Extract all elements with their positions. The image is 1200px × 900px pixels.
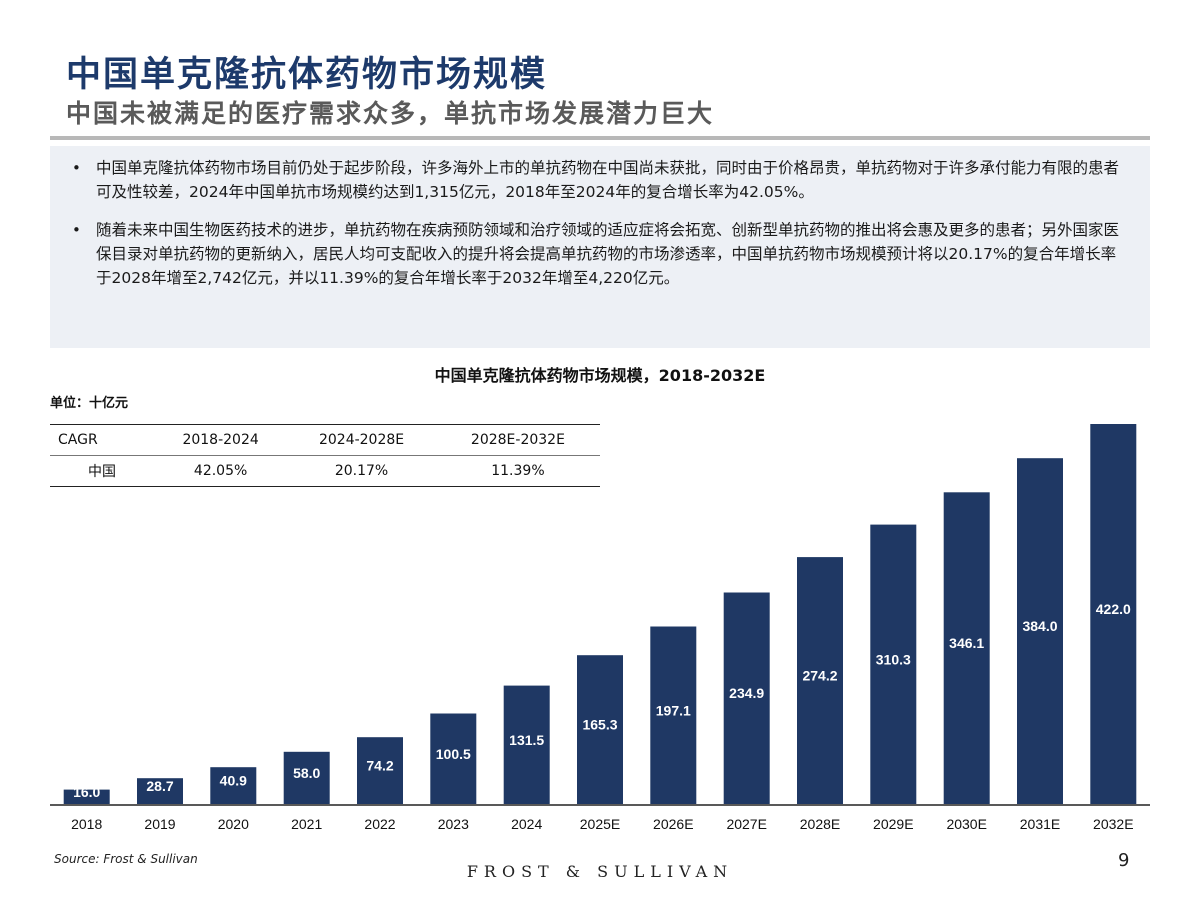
x-tick-label: 2028E xyxy=(800,816,840,832)
x-tick-label: 2029E xyxy=(873,816,913,832)
cagr-cell: 11.39% xyxy=(435,455,600,487)
bar xyxy=(210,767,257,804)
x-tick-label: 2024 xyxy=(511,816,542,832)
bar-value-label: 165.3 xyxy=(582,717,617,733)
bar xyxy=(137,778,183,804)
page-number: 9 xyxy=(1118,850,1130,871)
bar xyxy=(943,492,990,804)
bar xyxy=(63,789,110,804)
bar-value-label: 100.5 xyxy=(436,746,471,762)
bar xyxy=(797,557,843,804)
cagr-cell: 中国 xyxy=(50,455,154,487)
bar-value-label: 384.0 xyxy=(1022,618,1057,634)
bullet-symbol: • xyxy=(72,159,81,177)
x-tick-label: 2022 xyxy=(364,816,395,832)
bar-value-label: 274.2 xyxy=(802,668,837,684)
x-tick-label: 2027E xyxy=(726,816,766,832)
x-tick-label: 2026E xyxy=(653,816,693,832)
bar-value-label: 197.1 xyxy=(656,702,691,718)
bullet-item: • 随着未来中国生物医药技术的进步，单抗药物在疾病预防领域和治疗领域的适应症将会… xyxy=(72,218,1130,290)
bar xyxy=(357,737,403,804)
chart-title: 中国单克隆抗体药物市场规模，2018-2032E xyxy=(434,366,766,385)
page-subtitle: 中国未被满足的医疗需求众多，单抗市场发展潜力巨大 xyxy=(66,99,715,128)
bullet-item: • 中国单克隆抗体药物市场目前仍处于起步阶段，许多海外上市的单抗药物在中国尚未获… xyxy=(72,156,1130,204)
x-tick-label: 2018 xyxy=(71,816,102,832)
unit-label: 单位：十亿元 xyxy=(50,396,129,411)
bar-value-label: 16.0 xyxy=(73,784,100,800)
bar xyxy=(1017,458,1063,804)
frost-sullivan-logo: FROST & SULLIVAN xyxy=(466,862,734,881)
bar-value-label: 310.3 xyxy=(876,651,911,667)
bar-value-label: 40.9 xyxy=(220,773,247,789)
bar-value-label: 422.0 xyxy=(1096,601,1131,617)
bar-value-label: 346.1 xyxy=(949,635,984,651)
summary-box: • 中国单克隆抗体药物市场目前仍处于起步阶段，许多海外上市的单抗药物在中国尚未获… xyxy=(50,146,1150,348)
bar xyxy=(650,626,697,804)
bar xyxy=(723,592,770,804)
cagr-cell: 20.17% xyxy=(287,455,436,487)
x-tick-label: 2030E xyxy=(946,816,986,832)
x-tick-label: 2032E xyxy=(1093,816,1133,832)
bar-value-label: 131.5 xyxy=(509,732,544,748)
bar xyxy=(1090,424,1137,804)
title-divider xyxy=(50,136,1150,140)
source-note: Source: Frost & Sullivan xyxy=(54,852,198,866)
bullet-text: 中国单克隆抗体药物市场目前仍处于起步阶段，许多海外上市的单抗药物在中国尚未获批，… xyxy=(96,159,1120,201)
cagr-header-cell: 2024-2028E xyxy=(287,424,436,456)
x-tick-label: 2025E xyxy=(580,816,620,832)
bar xyxy=(430,713,477,804)
bar xyxy=(870,524,917,804)
bar-value-label: 58.0 xyxy=(293,765,320,781)
cagr-data-row: 中国 42.05% 20.17% 11.39% xyxy=(50,455,600,487)
bar-value-label: 28.7 xyxy=(146,778,173,794)
bar xyxy=(283,751,330,804)
page-title: 中国单克隆抗体药物市场规模 xyxy=(66,55,548,95)
bar-value-label: 74.2 xyxy=(366,758,393,774)
bullet-text: 随着未来中国生物医药技术的进步，单抗药物在疾病预防领域和治疗领域的适应症将会拓宽… xyxy=(96,221,1120,287)
cagr-header-cell: 2028E-2032E xyxy=(435,424,600,456)
cagr-header-cell: CAGR xyxy=(50,424,154,456)
cagr-table: CAGR 2018-2024 2024-2028E 2028E-2032E 中国… xyxy=(50,424,600,487)
bar-value-label: 234.9 xyxy=(729,685,764,701)
cagr-header-cell: 2018-2024 xyxy=(154,424,288,456)
bar xyxy=(577,655,623,804)
x-tick-label: 2021 xyxy=(291,816,322,832)
bar xyxy=(503,685,550,804)
x-tick-label: 2031E xyxy=(1020,816,1060,832)
x-tick-label: 2019 xyxy=(144,816,175,832)
bullet-symbol: • xyxy=(72,221,81,239)
cagr-header-row: CAGR 2018-2024 2024-2028E 2028E-2032E xyxy=(50,424,600,456)
x-tick-label: 2023 xyxy=(438,816,469,832)
x-tick-label: 2020 xyxy=(218,816,249,832)
cagr-cell: 42.05% xyxy=(154,455,288,487)
